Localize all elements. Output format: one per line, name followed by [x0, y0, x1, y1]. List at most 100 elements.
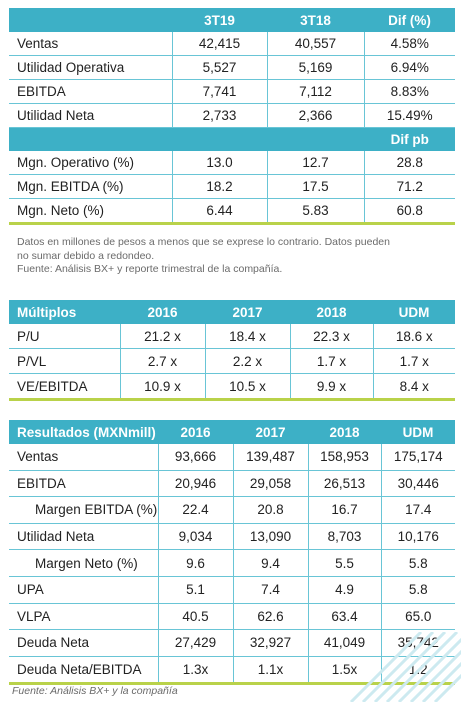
table-row: Mgn. EBITDA (%) 18.2 17.5 71.2 [9, 174, 455, 199]
cell-value: 9.4 [232, 549, 308, 577]
cell-value: 22.3 x [289, 324, 373, 349]
results-header-label: Resultados (MXNmill) [9, 420, 158, 444]
cell-value: 6.44 [171, 198, 267, 225]
results-header-udm: UDM [381, 420, 455, 444]
table-row: Ventas 42,415 40,557 4.58% [9, 32, 455, 56]
cell-value [266, 127, 364, 151]
cell-value: 22.4 [157, 496, 233, 524]
cell-value: 9.9 x [289, 373, 373, 401]
cell-value: 2,733 [171, 103, 267, 128]
cell-value: 5.1 [157, 576, 233, 604]
cell-value: 1.5x [307, 656, 381, 686]
results-table: Resultados (MXNmill) 2016 2017 2018 UDM … [9, 420, 455, 686]
cell-value: 63.4 [307, 603, 381, 631]
cell-value: 7,112 [266, 79, 364, 104]
cell-value: 40.5 [157, 603, 233, 631]
dif-pb-subheader: Dif pb [9, 127, 455, 151]
row-label: EBITDA [9, 470, 158, 498]
row-label: Utilidad Neta [9, 103, 172, 128]
cell-value: 20.8 [232, 496, 308, 524]
cell-value: 5.5 [307, 549, 381, 577]
multiples-header-udm: UDM [373, 300, 455, 324]
row-label: EBITDA [9, 79, 172, 104]
table-row: Utilidad Operativa 5,527 5,169 6.94% [9, 55, 455, 80]
source-note: Fuente: Análisis BX+ y la compañía [12, 685, 178, 697]
cell-value: 93,666 [157, 444, 233, 471]
cell-value: 6.94% [363, 55, 455, 80]
table-row: Margen Neto (%) 9.6 9.4 5.5 5.8 [9, 549, 455, 577]
cell-value: 16.7 [307, 496, 381, 524]
cell-value: 17.4 [380, 496, 455, 524]
table-row: Mgn. Neto (%) 6.44 5.83 60.8 [9, 198, 455, 225]
data-note-line2: no sumar debido a redondeo. [17, 249, 155, 262]
table-row: EBITDA 7,741 7,112 8.83% [9, 79, 455, 104]
row-label: Mgn. Neto (%) [9, 198, 172, 225]
results-header-2016: 2016 [158, 420, 233, 444]
cell-value: 5.8 [380, 576, 455, 604]
row-label: Utilidad Operativa [9, 55, 172, 80]
table-row: Ventas 93,666 139,487 158,953 175,174 [9, 444, 455, 471]
cell-value: 10.9 x [119, 373, 205, 401]
cell-value [171, 127, 267, 151]
cell-value: 15.49% [363, 103, 455, 128]
cell-value: 1.7 x [289, 348, 373, 374]
cell-value: 1.1x [232, 656, 308, 686]
results-header-2017: 2017 [233, 420, 308, 444]
cell-value: 18.4 x [204, 324, 290, 349]
cell-value: 1.3x [157, 656, 233, 686]
cell-value: 5,527 [171, 55, 267, 80]
cell-value: 60.8 [363, 198, 455, 225]
cell-value: 27,429 [157, 629, 233, 657]
cell-value: 2,366 [266, 103, 364, 128]
quarterly-header-label [9, 8, 172, 32]
multiples-table: Múltiplos 2016 2017 2018 UDM P/U 21.2 x 18… [9, 300, 455, 401]
cell-value: 139,487 [232, 444, 308, 471]
table-row: Deuda Neta 27,429 32,927 41,049 35,742 [9, 629, 455, 657]
table-row: Utilidad Neta 2,733 2,366 15.49% [9, 103, 455, 128]
row-label: UPA [9, 576, 158, 604]
cell-value: 10,176 [380, 523, 455, 551]
cell-value: 29,058 [232, 470, 308, 498]
multiples-header-2018: 2018 [290, 300, 373, 324]
multiples-header-2017: 2017 [205, 300, 290, 324]
cell-value: 5.8 [380, 549, 455, 577]
cell-value: 1.7 x [372, 348, 455, 374]
cell-value: 26,513 [307, 470, 381, 498]
row-label: P/U [9, 324, 120, 349]
cell-value: 158,953 [307, 444, 381, 471]
cell-value: 4.58% [363, 32, 455, 56]
cell-value: 9.6 [157, 549, 233, 577]
cell-value: 18.6 x [372, 324, 455, 349]
cell-value: 41,049 [307, 629, 381, 657]
row-label: P/VL [9, 348, 120, 374]
quarterly-header-3t18: 3T18 [267, 8, 364, 32]
quarterly-header-3t19: 3T19 [172, 8, 267, 32]
row-label: Utilidad Neta [9, 523, 158, 551]
cell-value: 4.9 [307, 576, 381, 604]
cell-value: 7,741 [171, 79, 267, 104]
table-row: UPA 5.1 7.4 4.9 5.8 [9, 576, 455, 604]
cell-value: 62.6 [232, 603, 308, 631]
cell-value: 42,415 [171, 32, 267, 56]
table-row: Margen EBITDA (%) 22.4 20.8 16.7 17.4 [9, 496, 455, 524]
cell-value: 40,557 [266, 32, 364, 56]
table-row: P/U 21.2 x 18.4 x 22.3 x 18.6 x [9, 324, 455, 349]
table-row: EBITDA 20,946 29,058 26,513 30,446 [9, 470, 455, 498]
cell-value: 20,946 [157, 470, 233, 498]
row-label: Mgn. EBITDA (%) [9, 174, 172, 199]
results-header-2018: 2018 [308, 420, 381, 444]
cell-value: 9,034 [157, 523, 233, 551]
cell-value: 175,174 [380, 444, 455, 471]
row-label: Margen EBITDA (%) [9, 496, 158, 524]
row-label [9, 127, 172, 151]
data-note-source: Fuente: Análisis BX+ y reporte trimestra… [17, 263, 283, 275]
row-label: Deuda Neta [9, 629, 158, 657]
quarterly-header-dif: Dif (%) [364, 8, 455, 32]
data-note: Datos en millones de pesos a menos que s… [17, 236, 390, 277]
cell-value: 17.5 [266, 174, 364, 199]
cell-value: 12.7 [266, 151, 364, 175]
quarterly-results-table: 3T19 3T18 Dif (%) Ventas 42,415 40,557 4.58… [9, 8, 455, 225]
row-label: Margen Neto (%) [9, 549, 158, 577]
cell-value: 10.5 x [204, 373, 290, 401]
cell-value: Dif pb [363, 127, 455, 151]
